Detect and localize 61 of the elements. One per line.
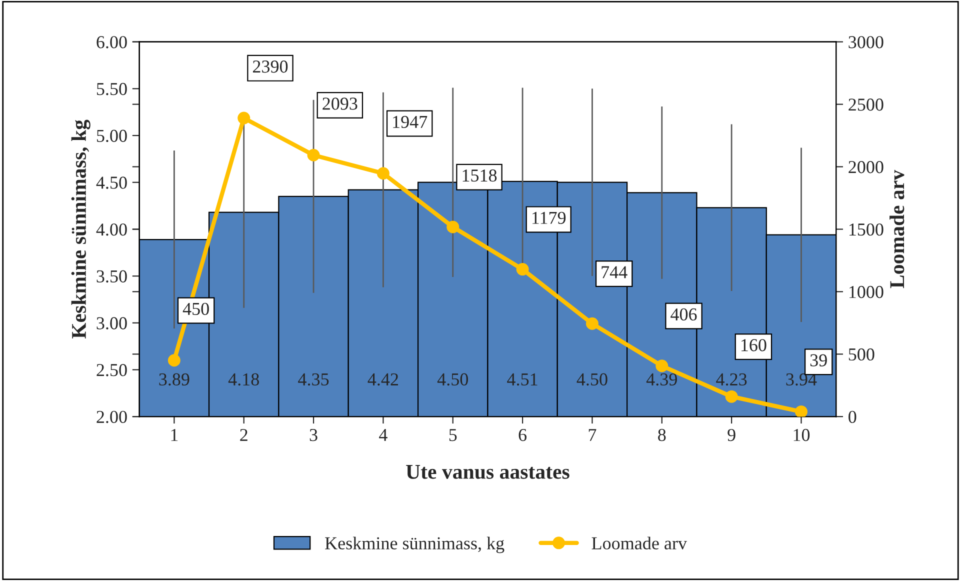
point	[307, 148, 320, 162]
point	[376, 167, 390, 180]
y2-tick-label: 3000	[848, 36, 884, 48]
x-axis-title: Ute vanus aastates	[406, 465, 570, 479]
y-tick-label: 2.50	[96, 364, 127, 376]
point	[516, 263, 529, 276]
x-tick-label: 7	[588, 429, 596, 441]
y-tick-label: 3.00	[96, 317, 127, 330]
y-tick-label: 2.00	[96, 410, 127, 424]
x-tick-label: 3	[310, 428, 318, 442]
data-label: 450	[182, 302, 209, 316]
data-label: 1179	[532, 212, 566, 224]
x-tick-label: 9	[728, 428, 736, 442]
y-tick-label: 5.50	[96, 82, 127, 96]
data-label: 2390	[252, 60, 288, 73]
y-tick-label: 5.00	[96, 130, 127, 142]
y2-tick-label: 1000	[849, 286, 884, 298]
y2-tick-label: 500	[848, 348, 874, 361]
data-label: 3.89	[159, 373, 190, 386]
y2-tick-label: 2000	[848, 161, 884, 174]
x-tick-label: 10	[794, 428, 810, 442]
y2-tick-label: 2500	[848, 98, 884, 111]
y2-axis-title: Loomade arv	[890, 170, 904, 288]
data-label: 406	[670, 308, 697, 321]
y2-tick-label: 0	[848, 410, 856, 424]
data-label: 1518	[462, 169, 497, 182]
point	[586, 317, 598, 330]
legend-label: Loomade arv	[592, 536, 688, 550]
data-label: 4.42	[368, 373, 398, 386]
data-label: 4.50	[576, 373, 608, 386]
data-label: 4.50	[437, 373, 468, 386]
data-label: 3.94	[786, 373, 817, 386]
data-label: 2093	[322, 98, 358, 110]
data-label: 4.23	[716, 373, 747, 386]
data-label: 160	[741, 339, 766, 352]
point	[168, 354, 180, 367]
data-label: 4.18	[228, 373, 259, 386]
y-tick-label: 4.00	[96, 223, 127, 236]
data-label: 1947	[393, 116, 428, 128]
data-label: 4.35	[298, 373, 329, 386]
point	[725, 390, 738, 403]
x-tick-label: 8	[658, 428, 666, 442]
x-tick-label: 5	[449, 429, 457, 442]
data-label: 744	[602, 266, 628, 278]
data-label: 39	[810, 354, 827, 366]
y-tick-label: 4.50	[96, 176, 127, 189]
data-label: 4.51	[507, 373, 538, 386]
point	[238, 112, 250, 124]
y-tick-label: 3.50	[96, 270, 127, 283]
point	[656, 360, 668, 372]
y-axis-title: Keskmine sünnimass, kg	[71, 120, 90, 339]
point	[446, 220, 460, 234]
data-label: 4.39	[646, 373, 677, 386]
x-tick-label: 2	[240, 428, 248, 441]
x-tick-label: 1	[171, 428, 178, 441]
y2-tick-label: 1500	[849, 223, 884, 236]
legend-label: Keskmine sünnimass, kg	[325, 536, 504, 554]
x-tick-label: 6	[518, 428, 527, 442]
point	[794, 405, 808, 417]
x-tick-label: 4	[379, 429, 388, 441]
y-tick-label: 6.00	[96, 36, 127, 48]
